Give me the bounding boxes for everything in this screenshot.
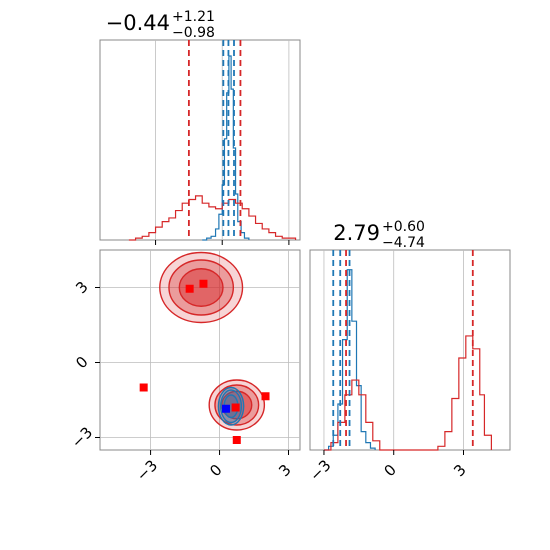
plot-frame [99, 39, 301, 241]
x-tick-label: 0 [380, 461, 399, 480]
panel-top-left-histogram: −0.44 +1.21−0.98 [99, 9, 301, 245]
panel-title-lower: −4.74 [382, 235, 425, 251]
true-value-marker-4 [232, 436, 241, 444]
x-tick-label: −3 [306, 456, 334, 484]
panel-title-upper: +0.60 [382, 219, 425, 235]
x-tick-label: 0 [206, 461, 225, 480]
panel-title-lower: −0.98 [172, 25, 215, 41]
true-value-marker-1 [199, 279, 208, 288]
x-tick-label: −3 [133, 456, 161, 484]
true-value-marker-0 [185, 284, 194, 293]
panel-title-upper: +1.21 [172, 9, 215, 25]
histogram-series-1 [323, 335, 492, 451]
true-value-marker-2 [139, 383, 148, 392]
panel-title-value: 2.79 [333, 221, 380, 245]
panel-title-value: −0.44 [106, 11, 170, 35]
true-value-marker-3 [261, 392, 270, 401]
y-tick-label: 0 [72, 353, 91, 372]
true-value-marker-5 [231, 403, 240, 412]
histogram-series-1 [128, 195, 297, 241]
y-tick-label: 3 [72, 278, 91, 297]
x-tick-label: 3 [450, 461, 469, 480]
y-tick-label: −3 [68, 423, 96, 451]
x-tick-label: 3 [275, 461, 294, 480]
panel-bottom-right-histogram: 2.79 +0.60−4.74 −3 0 3 [306, 219, 511, 485]
panel-bottom-left-contour: −3 0 3 −3 0 3 [68, 249, 301, 485]
plot-frame [309, 249, 511, 451]
true-value-marker-6 [221, 404, 230, 413]
histogram-series-0 [323, 269, 376, 451]
contour-level-2-0 [217, 386, 245, 426]
